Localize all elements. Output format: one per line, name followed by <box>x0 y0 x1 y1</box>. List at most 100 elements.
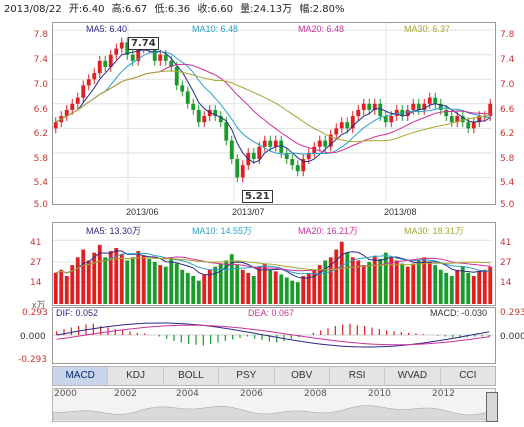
volume-bar <box>488 266 493 304</box>
macd-chart[interactable] <box>52 307 496 364</box>
high-price-label: 7.74 <box>128 37 159 50</box>
volume-bar <box>191 276 196 304</box>
volume-bar <box>59 269 64 304</box>
volume-bar <box>449 276 454 304</box>
navigator-handle[interactable] <box>486 392 498 422</box>
candle-body <box>86 79 91 86</box>
volume-bar <box>251 276 256 304</box>
volume-bar <box>323 260 328 304</box>
candle-body <box>64 109 69 117</box>
macd-y-tick: 0.293 <box>500 308 524 318</box>
volume-bar <box>119 254 124 304</box>
ma10-line <box>55 51 491 155</box>
candle-body <box>389 116 394 123</box>
candle-body <box>449 116 454 123</box>
candle-body <box>53 122 58 129</box>
volume-bar <box>361 265 366 304</box>
volume-bar <box>273 271 278 304</box>
tab-boll[interactable]: BOLL <box>164 367 220 385</box>
candle-body <box>444 109 449 117</box>
candle-body <box>372 103 377 110</box>
ma30-line <box>55 70 491 143</box>
tab-wvad[interactable]: WVAD <box>385 367 441 385</box>
volume-bar <box>438 269 443 304</box>
candle-body <box>477 116 482 123</box>
volume-ma10-label: MA10: 14.55万 <box>192 226 253 236</box>
quote-close: 收:6.60 <box>197 4 233 15</box>
price-y-axis-right: 7.8 7.4 7.0 6.6 6.2 5.8 5.4 5.0 <box>498 22 524 210</box>
candle-body <box>81 85 86 98</box>
candle-body <box>103 60 108 67</box>
volume-bar <box>394 260 399 304</box>
volume-bar <box>169 257 174 304</box>
indicator-tabs: MACD KDJ BOLL PSY OBV RSI WVAD CCI <box>52 366 496 386</box>
volume-bar <box>97 244 102 304</box>
candle-body <box>378 103 383 117</box>
volume-bar <box>53 272 58 304</box>
quote-high: 高:6.67 <box>111 4 148 15</box>
candle-body <box>268 140 273 147</box>
volume-bar <box>295 282 300 304</box>
candle-body <box>257 146 262 160</box>
candle-body <box>328 134 333 147</box>
candle-body <box>438 103 443 110</box>
macd-y-tick: 0.000 <box>20 332 46 342</box>
candle-body <box>466 122 471 129</box>
candle-body <box>202 116 207 123</box>
nav-year: 2012 <box>432 389 455 399</box>
volume-bar <box>328 257 333 304</box>
price-y-tick: 5.0 <box>500 200 515 210</box>
volume-y-tick: 41 <box>30 238 42 248</box>
volume-bar <box>218 263 223 304</box>
nav-year: 2008 <box>304 389 327 399</box>
candle-body <box>97 60 102 74</box>
volume-bar <box>356 260 361 304</box>
tab-macd[interactable]: MACD <box>53 367 109 385</box>
volume-bar <box>372 255 377 304</box>
volume-chart[interactable] <box>52 222 496 306</box>
tab-obv[interactable]: OBV <box>275 367 330 385</box>
nav-year: 2006 <box>240 389 263 399</box>
tab-psy[interactable]: PSY <box>219 367 275 385</box>
macd-dif-label: DIF: 0.052 <box>56 308 99 318</box>
candle-body <box>273 140 278 147</box>
candle-body <box>367 103 372 110</box>
volume-ma30-label: MA30: 18.31万 <box>404 226 465 236</box>
candle-body <box>427 97 432 104</box>
candle-body <box>350 116 355 129</box>
candle-body <box>306 152 311 160</box>
volume-bar <box>81 249 86 304</box>
candle-body <box>114 48 119 55</box>
candle-body <box>229 140 234 160</box>
candle-body <box>169 60 174 67</box>
volume-bar <box>196 280 201 304</box>
price-chart[interactable] <box>52 22 496 205</box>
tab-cci[interactable]: CCI <box>459 370 477 381</box>
volume-y-tick: 41 <box>500 238 512 248</box>
volume-bar <box>339 241 344 304</box>
candle-body <box>405 109 410 117</box>
volume-bar <box>367 262 372 304</box>
macd-y-tick: -0.293 <box>18 355 48 365</box>
candle-body <box>356 109 361 117</box>
candle-body <box>323 140 328 147</box>
candle-body <box>125 42 130 55</box>
price-ma5-label: MA5: 6.40 <box>86 24 128 34</box>
price-y-tick: 5.8 <box>33 154 48 164</box>
nav-year: 2002 <box>114 389 137 399</box>
volume-bar <box>460 266 465 304</box>
price-y-tick: 7.0 <box>33 80 48 90</box>
candle-body <box>284 152 289 160</box>
volume-ma10-line <box>55 252 491 275</box>
candle-body <box>488 103 493 117</box>
tab-kdj[interactable]: KDJ <box>108 367 164 385</box>
volume-bar <box>422 257 427 304</box>
quote-change: 幅:2.80% <box>299 4 345 15</box>
candle-body <box>240 165 245 178</box>
tab-rsi[interactable]: RSI <box>330 367 386 385</box>
volume-unit-label: x万 <box>32 300 46 310</box>
volume-bar <box>444 272 449 304</box>
volume-bar <box>130 257 135 304</box>
candle-body <box>279 140 284 153</box>
volume-bar <box>279 274 284 304</box>
